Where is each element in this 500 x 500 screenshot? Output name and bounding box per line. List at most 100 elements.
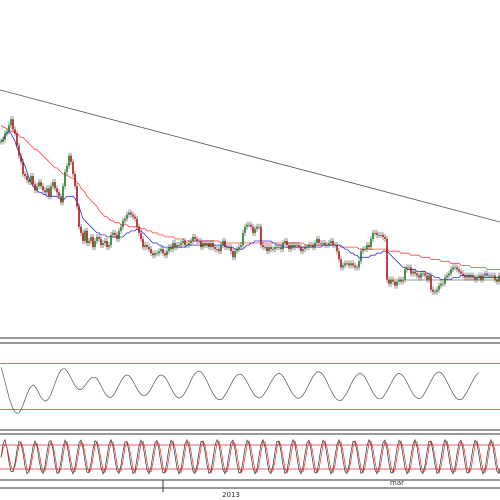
candle-body [278, 247, 280, 248]
candle-body [286, 241, 288, 246]
candle-body [378, 234, 380, 236]
candle-body [28, 180, 30, 183]
candle-body [74, 174, 76, 187]
candle-body [480, 275, 482, 280]
candle-body [318, 238, 320, 244]
candle-body [10, 119, 12, 126]
candle-body [36, 186, 38, 191]
candle-body [310, 245, 312, 246]
candle-body [348, 263, 350, 266]
candle-body [412, 271, 414, 274]
candle-body [16, 133, 18, 146]
candle-body [314, 243, 316, 248]
candle-body [440, 283, 442, 286]
candle-body [98, 236, 100, 239]
candle-body [14, 129, 16, 134]
candle-body [350, 263, 352, 266]
candle-body [156, 253, 158, 254]
candle-body [496, 279, 498, 282]
candle-body [218, 249, 220, 252]
candle-body [158, 251, 160, 254]
candle-body [18, 145, 20, 156]
candle-body [174, 243, 176, 248]
candle-body [176, 245, 178, 248]
candle-body [12, 119, 14, 130]
candle-body [302, 249, 304, 252]
candle-body [130, 212, 132, 215]
candle-body [184, 241, 186, 246]
candle-body [66, 165, 68, 172]
candle-body [146, 245, 148, 248]
candle-body [336, 245, 338, 252]
candle-body [138, 226, 140, 233]
candle-body [84, 230, 86, 242]
candle-body [472, 275, 474, 278]
candle-body [322, 243, 324, 244]
candle-body [410, 267, 412, 274]
candle-body [42, 186, 44, 191]
candle-body [444, 277, 446, 284]
candle-body [352, 263, 354, 266]
candle-body [188, 243, 190, 246]
candle-body [120, 226, 122, 231]
candle-body [414, 271, 416, 274]
candle-body [264, 247, 266, 248]
candle-body [376, 232, 378, 235]
candle-body [192, 236, 194, 242]
candle-body [96, 236, 98, 242]
candle-body [250, 224, 252, 227]
candle-body [246, 224, 248, 227]
candle-body [448, 273, 450, 276]
candle-body [344, 263, 346, 266]
candle-body [454, 267, 456, 269]
candle-body [172, 243, 174, 250]
moving-average-slow [0, 125, 500, 270]
candle-body [442, 283, 444, 285]
candle-body [30, 176, 32, 183]
candle-body [102, 243, 104, 246]
candle-body [266, 247, 268, 252]
candle-body [408, 267, 410, 269]
candle-body [272, 249, 274, 250]
candle-body [362, 249, 364, 252]
candle-body [326, 245, 328, 246]
candle-body [34, 184, 36, 191]
candle-body [44, 190, 46, 193]
candle-body [416, 273, 418, 276]
candle-body [292, 245, 294, 248]
candle-body [180, 243, 182, 246]
candle-body [124, 218, 126, 221]
candle-body [150, 249, 152, 254]
candle-body [424, 273, 426, 276]
candle-body [58, 192, 60, 197]
candle-body [320, 243, 322, 244]
candle-body [70, 155, 72, 162]
candle-body [4, 133, 6, 140]
candle-body [216, 249, 218, 250]
candle-body [8, 125, 10, 132]
candle-body [462, 273, 464, 276]
candle-body [162, 249, 164, 254]
candle-body [224, 241, 226, 248]
osc2-series-1 [0, 438, 500, 475]
candle-body [434, 291, 436, 293]
candle-body [226, 247, 228, 248]
candle-body [450, 269, 452, 274]
candle-body [308, 245, 310, 248]
candle-body [80, 226, 82, 233]
candle-body [406, 267, 408, 270]
candle-body [206, 243, 208, 246]
candle-body [334, 245, 336, 246]
candle-body [134, 216, 136, 219]
candle-body [300, 247, 302, 252]
candle-body [204, 243, 206, 246]
candle-body [170, 247, 172, 250]
candle-body [460, 271, 462, 274]
candle-body [400, 279, 402, 282]
candle-body [72, 161, 74, 175]
candle-body [466, 275, 468, 278]
candle-body [54, 182, 56, 189]
candle-body [382, 234, 384, 237]
candle-body [148, 247, 150, 250]
candle-body [258, 226, 260, 228]
